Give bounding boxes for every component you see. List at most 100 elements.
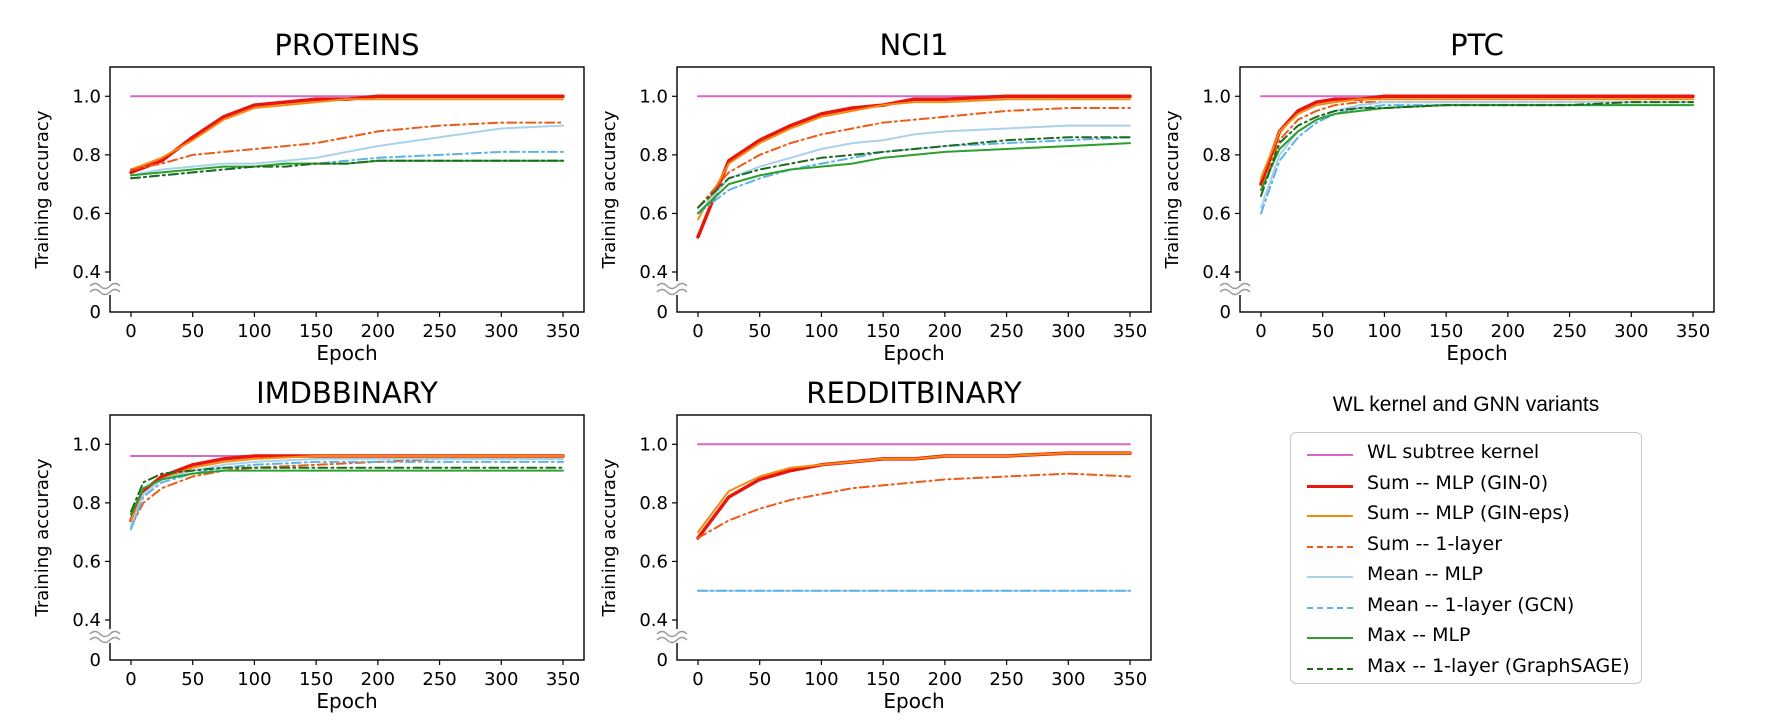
y-axis-label: Training accuracy [1162,110,1183,269]
axis-break-mark [89,282,121,290]
y-tick-label: 1.0 [72,434,101,455]
y-axis-label: Training accuracy [32,110,53,269]
y-axis-label: Training accuracy [32,458,53,617]
y-tick-label: 0.4 [639,262,668,283]
y-tick-label: 0 [90,650,101,671]
x-tick-label: 50 [748,321,771,342]
x-tick-label: 0 [1255,321,1266,342]
x-tick-label: 0 [692,321,703,342]
axis-break-mark [656,282,688,290]
x-tick-label: 150 [866,321,900,342]
legend-label: Mean -- 1-layer (GCN) [1367,593,1575,616]
y-tick-label: 0.8 [639,145,668,166]
x-tick-label: 350 [1113,669,1147,690]
x-tick-label: 350 [546,669,580,690]
axis-break-mark [656,630,688,638]
chart-title: PROTEINS [274,28,419,62]
x-tick-label: 200 [361,669,395,690]
series-line [129,94,565,175]
series-line [130,121,564,171]
x-tick-label: 50 [181,321,204,342]
series-line [1259,94,1695,186]
x-tick-label: 250 [422,321,456,342]
x-tick-label: 150 [1429,321,1463,342]
x-tick-label: 100 [804,321,838,342]
series-line [129,454,565,523]
x-axis-label: Epoch [316,689,377,713]
series-line [696,451,1132,540]
x-tick-label: 300 [1614,321,1648,342]
x-axis-label: Epoch [883,341,944,365]
series-line [130,150,564,180]
legend-label: Mean -- MLP [1367,563,1483,585]
legend-entry: WL subtree kernel [1303,439,1633,469]
y-tick-label: 0.8 [1202,145,1231,166]
series-line [697,472,1131,539]
series-line [697,107,1131,209]
series-line [697,142,1131,215]
x-tick-label: 200 [1491,321,1525,342]
y-axis-label: Training accuracy [599,458,620,617]
series-line [697,124,1131,215]
x-tick-label: 250 [1552,321,1586,342]
chart-title: PTC [1450,28,1504,62]
series-line [697,136,1131,215]
axis-break-mark [1219,282,1251,290]
x-tick-label: 50 [181,669,204,690]
x-tick-label: 300 [484,669,518,690]
x-tick-label: 150 [299,669,333,690]
chart-4: REDDITBINARY 0 50 100 150 200 250 300 350 0 0.4 0.6… [599,376,1152,713]
legend: WL subtree kernel Sum -- MLP (GIN-0) Sum -… [1290,432,1642,684]
series-line [130,460,564,531]
x-tick-label: 350 [1113,321,1147,342]
axis-break-mark [1219,288,1251,296]
y-tick-label: 0.6 [72,203,101,224]
x-tick-label: 100 [804,669,838,690]
series-line [1260,104,1694,215]
axis-break-mark [89,630,121,638]
legend-swatch [1307,484,1353,488]
x-tick-label: 100 [237,321,271,342]
chart-1: NCI1 0 50 100 150 200 250 300 350 0 0.4 0.6 0.8 1.0 Ep… [599,28,1152,365]
legend-entry: Sum -- 1-layer [1303,531,1633,561]
legend-entry: Sum -- MLP (GIN-0) [1303,470,1633,500]
y-tick-label: 0.8 [72,145,101,166]
x-tick-label: 350 [546,321,580,342]
x-tick-label: 350 [1676,321,1710,342]
legend-title: WL kernel and GNN variants [1332,393,1600,416]
x-tick-label: 0 [125,321,136,342]
y-tick-label: 0 [1220,302,1231,323]
legend-label: Max -- 1-layer (GraphSAGE) [1367,654,1630,677]
chart-title: NCI1 [880,28,949,62]
x-tick-label: 200 [928,669,962,690]
axis-break-mark [89,636,121,644]
legend-swatch [1307,667,1353,670]
x-tick-label: 300 [484,321,518,342]
legend-label: Sum -- MLP (GIN-0) [1367,471,1549,494]
plot-frame [1239,66,1715,313]
series-line [130,98,564,171]
y-tick-label: 1.0 [72,86,101,107]
legend-swatch [1307,606,1353,609]
y-tick-label: 0 [657,302,668,323]
legend-label: Max -- MLP [1367,624,1471,646]
legend-label: WL subtree kernel [1367,441,1540,463]
x-axis-label: Epoch [883,689,944,713]
legend-swatch [1307,576,1353,578]
axis-break-mark [89,288,121,296]
legend-swatch [1307,637,1353,639]
plot-frame [676,66,1152,313]
series-line [1260,101,1694,197]
legend-entry: Mean -- 1-layer (GCN) [1303,592,1633,622]
series-line [696,94,1132,239]
chart-3: IMDBBINARY 0 50 100 150 200 250 300 350 0 0.4 0.6 0.… [32,376,585,713]
series-line [130,124,564,177]
y-tick-label: 0.4 [72,610,101,631]
y-tick-label: 0 [657,650,668,671]
x-tick-label: 50 [1311,321,1334,342]
legend-label: Sum -- MLP (GIN-eps) [1367,502,1570,524]
legend-label: Sum -- 1-layer [1367,532,1503,555]
plot-frame [109,66,585,313]
series-line [130,469,564,516]
